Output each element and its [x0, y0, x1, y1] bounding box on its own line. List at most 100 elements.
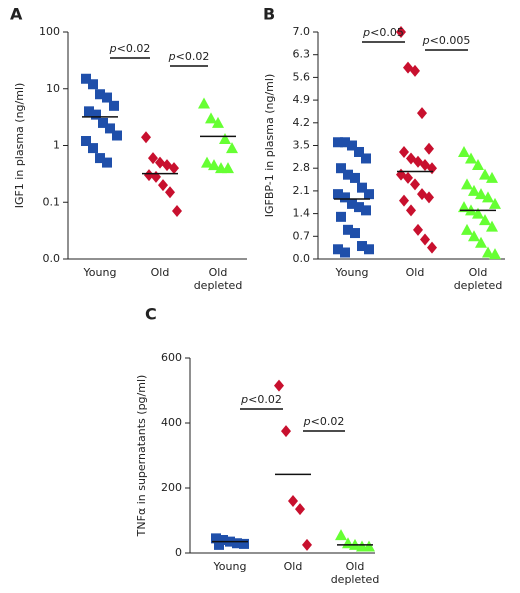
point	[333, 137, 343, 148]
point	[208, 159, 220, 171]
y-tick-label: 100	[39, 25, 60, 38]
point	[413, 223, 423, 236]
point	[489, 197, 501, 209]
point	[84, 106, 94, 117]
x-tick-label: Young	[83, 266, 117, 279]
point	[361, 153, 371, 164]
point	[88, 79, 98, 90]
point	[410, 178, 420, 191]
point	[274, 379, 284, 392]
panel-letter: A	[10, 5, 23, 24]
point	[354, 146, 364, 157]
y-axis-label: TNFα in supernatants (pg/ml)	[135, 375, 148, 538]
point	[105, 123, 115, 134]
point	[335, 529, 347, 541]
point	[427, 241, 437, 254]
x-tick-label: Young	[213, 560, 247, 573]
y-tick-label: 10	[46, 82, 60, 95]
point	[172, 205, 182, 218]
point	[486, 220, 498, 232]
y-tick-label: 4.9	[293, 93, 311, 106]
y-axis-label: IGFBP-1 in plasma (ng/ml)	[263, 74, 276, 218]
p-value: p<0.02	[168, 50, 210, 63]
point	[410, 64, 420, 77]
point	[336, 211, 346, 222]
point	[340, 137, 350, 148]
point	[81, 136, 91, 147]
point	[482, 246, 494, 258]
point	[399, 145, 409, 158]
y-tick-label: 4.2	[293, 116, 311, 129]
point	[340, 192, 350, 203]
point	[354, 202, 364, 213]
panel-letter: B	[263, 5, 275, 24]
point	[201, 156, 213, 168]
y-tick-label: 5.6	[293, 70, 311, 83]
p-value: p<0.02	[109, 42, 151, 55]
point	[333, 244, 343, 255]
point	[472, 207, 484, 219]
point	[403, 171, 413, 184]
point	[357, 182, 367, 193]
point	[406, 204, 416, 217]
point	[198, 97, 210, 109]
point	[102, 92, 112, 103]
point	[169, 162, 179, 175]
y-tick-label: 400	[161, 416, 182, 429]
point	[396, 26, 406, 38]
point	[222, 162, 234, 174]
point	[98, 117, 108, 128]
point	[112, 130, 122, 141]
point	[109, 100, 119, 111]
p-value: p<0.02	[240, 393, 282, 406]
y-tick-label: 6.3	[293, 48, 311, 61]
point	[141, 131, 151, 144]
x-tick-label: Old	[405, 266, 425, 279]
point	[340, 247, 350, 258]
point	[472, 158, 484, 170]
point	[489, 248, 501, 260]
point	[281, 425, 291, 438]
point	[482, 191, 494, 203]
y-tick-label: 3.5	[293, 139, 311, 152]
point	[151, 170, 161, 183]
point	[458, 145, 470, 157]
y-tick-label: 2.1	[293, 184, 311, 197]
point	[417, 107, 427, 120]
point	[458, 201, 470, 213]
point	[343, 224, 353, 235]
point	[148, 152, 158, 165]
point	[288, 495, 298, 507]
point	[420, 233, 430, 246]
point	[350, 228, 360, 239]
point	[468, 184, 480, 196]
point	[424, 142, 434, 155]
y-tick-label: 7.0	[293, 25, 311, 38]
point	[95, 89, 105, 100]
x-tick-label: Old	[150, 266, 170, 279]
p-value: p<0.005	[422, 34, 471, 47]
point	[214, 539, 224, 550]
point	[295, 503, 305, 516]
point	[102, 157, 112, 168]
point	[479, 168, 491, 180]
point	[424, 191, 434, 204]
point	[364, 244, 374, 255]
y-tick-label: 0.0	[43, 252, 61, 265]
point	[144, 169, 154, 182]
x-tick-label: Old depleted	[453, 266, 503, 292]
x-tick-label: Old depleted	[330, 560, 380, 586]
y-tick-label: 0.7	[293, 229, 311, 242]
point	[347, 198, 357, 209]
point	[95, 153, 105, 164]
point	[336, 163, 346, 174]
point	[88, 143, 98, 154]
x-tick-label: Old depleted	[193, 266, 243, 292]
y-axis-label: IGF1 in plasma (ng/ml)	[13, 83, 26, 209]
point	[486, 171, 498, 183]
panel-letter: C	[145, 305, 157, 324]
p-value: p<0.05	[362, 26, 404, 39]
x-tick-label: Old	[283, 560, 303, 573]
x-tick-label: Young	[335, 266, 369, 279]
